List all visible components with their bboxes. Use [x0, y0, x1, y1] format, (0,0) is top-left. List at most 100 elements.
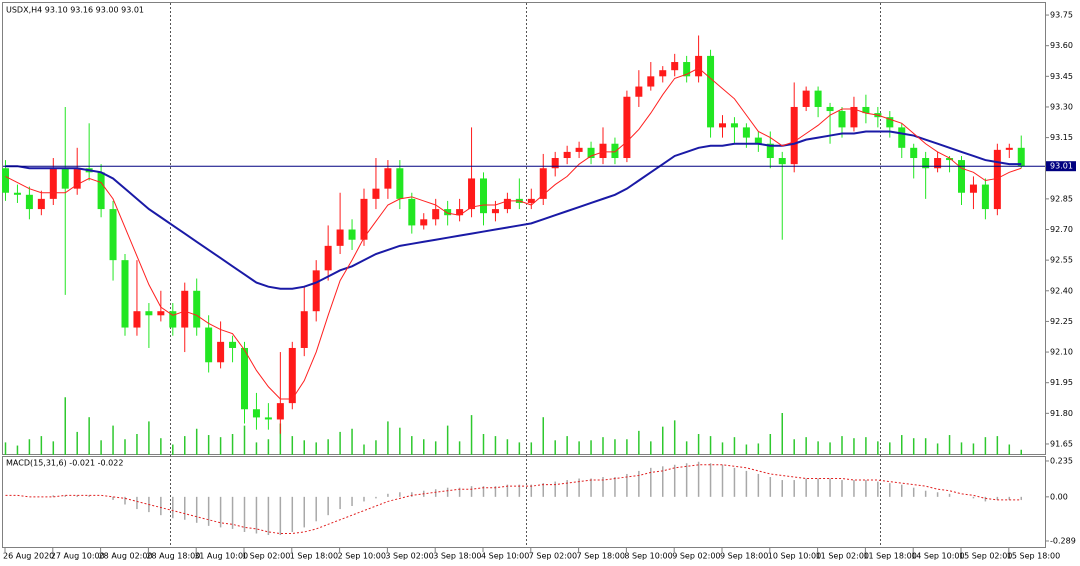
y-tick-label: 93.45 — [1050, 72, 1073, 81]
candle-body — [695, 55, 703, 77]
candle-body — [444, 209, 452, 216]
candle-body — [372, 188, 380, 199]
candles-layer — [2, 35, 1025, 434]
x-tick-label: 7 Sep 18:00 — [577, 552, 625, 561]
candle-body — [707, 55, 715, 128]
candle-body — [396, 168, 404, 199]
candle-body — [575, 147, 583, 152]
macd-panel-frame — [2, 456, 1046, 548]
candle-body — [898, 127, 906, 148]
candle-body — [133, 311, 141, 328]
y-tick-label: 91.80 — [1050, 409, 1073, 418]
candle-body — [599, 143, 607, 159]
candle-body — [241, 347, 248, 410]
candle-body — [551, 158, 559, 169]
x-tick-label: 9 Sep 02:00 — [672, 552, 720, 561]
x-tick-label: 14 Sep 10:00 — [911, 552, 964, 561]
candle-body — [1005, 147, 1013, 150]
candle-body — [671, 62, 679, 71]
x-tick-label: 11 Sep 02:00 — [816, 552, 869, 561]
x-tick-label: 8 Sep 10:00 — [624, 552, 672, 561]
x-tick-label: 26 Aug 2020 — [3, 552, 54, 561]
x-tick-label: 15 Sep 02:00 — [959, 552, 1012, 561]
x-tick-label: 28 Aug 02:00 — [99, 552, 153, 561]
x-tick-label: 9 Sep 18:00 — [720, 552, 768, 561]
candle-body — [205, 327, 213, 363]
candle-body — [910, 147, 918, 159]
candle-body — [13, 192, 21, 195]
candle-body — [993, 149, 1001, 210]
x-tick-label: 3 Sep 02:00 — [385, 552, 433, 561]
lines-layer — [3, 67, 1045, 400]
candle-body — [1017, 147, 1025, 167]
x-tick-label: 2 Sep 10:00 — [338, 552, 386, 561]
candle-body — [635, 86, 643, 97]
y-tick-label: 91.65 — [1050, 439, 1073, 448]
y-tick-label: 92.10 — [1050, 348, 1073, 357]
candle-body — [145, 311, 153, 316]
candle-body — [97, 172, 105, 210]
x-tick-label: 11 Sep 18:00 — [863, 552, 916, 561]
candle-body — [754, 137, 762, 144]
x-tick-label: 15 Sep 18:00 — [1007, 552, 1060, 561]
x-tick-label: 1 Sep 02:00 — [242, 552, 290, 561]
candle-body — [981, 184, 989, 210]
candle-body — [969, 184, 977, 193]
candle-body — [25, 194, 33, 210]
candle-body — [539, 168, 547, 199]
y-tick-label: 91.95 — [1050, 378, 1073, 387]
x-tick-label: 10 Sep 10:00 — [768, 552, 821, 561]
candle-body — [49, 168, 57, 199]
candle-body — [587, 147, 595, 159]
candle-body — [802, 90, 810, 107]
macd-y-tick-label: -0.289 — [1050, 536, 1076, 545]
x-tick-label: 4 Sep 10:00 — [481, 552, 529, 561]
candle-body — [778, 158, 786, 165]
candle-body — [790, 106, 798, 165]
candle-body — [348, 229, 356, 240]
candle-body — [922, 158, 930, 169]
macd-title: MACD(15,31,6) -0.021 -0.022 — [6, 459, 123, 468]
candle-body — [659, 70, 667, 77]
candle-body — [2, 168, 9, 193]
candle-body — [61, 168, 69, 189]
x-tick-label: 3 Sep 18:00 — [433, 552, 481, 561]
x-tick-label: 31 Aug 10:00 — [194, 552, 248, 561]
candle-body — [420, 219, 428, 226]
candle-body — [826, 106, 834, 112]
y-tick-label: 93.15 — [1050, 133, 1073, 142]
candle-body — [109, 209, 117, 261]
candle-body — [73, 168, 81, 189]
candle-body — [456, 209, 464, 216]
candle-body — [742, 127, 750, 138]
y-tick-label: 93.75 — [1050, 11, 1073, 20]
volume-layer — [4, 397, 1022, 455]
candle-body — [683, 62, 691, 77]
candle-body — [157, 311, 165, 316]
candle-body — [360, 198, 368, 240]
candle-body — [252, 409, 260, 418]
candle-body — [408, 198, 416, 226]
candle-body — [886, 117, 894, 128]
y-tick-label: 92.25 — [1050, 317, 1073, 326]
candle-body — [432, 209, 440, 220]
candle-body — [384, 168, 392, 189]
candle-body — [276, 403, 284, 420]
y-tick-label: 93.30 — [1050, 102, 1073, 111]
candle-body — [719, 123, 726, 128]
moving-average — [5, 67, 1022, 400]
candle-body — [527, 198, 535, 203]
candle-body — [193, 290, 201, 328]
bid-label: 93.01 — [1050, 162, 1073, 171]
axis-layer: 93.75 93.60 93.45 93.30 93.15 92.85 92.70 92.55… — [3, 11, 1076, 561]
candle-body — [730, 123, 738, 128]
candle-body — [838, 111, 846, 128]
price-panel-frame — [2, 2, 1046, 455]
candle-body — [181, 290, 189, 328]
candle-body — [503, 198, 511, 210]
candle-body — [814, 90, 822, 107]
candle-body — [324, 245, 332, 271]
candle-body — [229, 341, 237, 348]
